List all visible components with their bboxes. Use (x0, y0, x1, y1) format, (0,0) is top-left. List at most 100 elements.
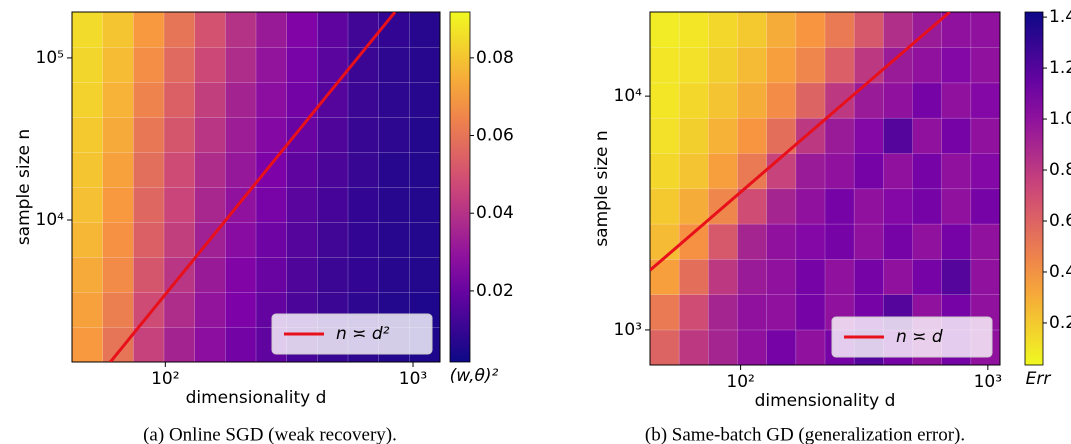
heatmap-cell (795, 258, 826, 296)
heatmap-cell (102, 326, 134, 363)
heatmap-cell (409, 46, 441, 83)
heatmap-cell (378, 221, 410, 258)
heatmap-cell (912, 117, 943, 154)
heatmap-cell (912, 258, 943, 296)
x-axis-label: dimensionality d (186, 388, 327, 408)
heatmap-cell (102, 151, 134, 188)
heatmap-cell (766, 294, 797, 331)
heatmap-cell (766, 188, 797, 225)
heatmap-cell (163, 116, 196, 153)
heatmap-cell (824, 188, 855, 225)
y-tick-label: 10⁵ (36, 48, 64, 68)
heatmap-cell (678, 188, 709, 225)
legend-label: n ≍ d² (336, 324, 390, 344)
heatmap-cell (102, 11, 134, 48)
heatmap-cell (883, 223, 914, 260)
heatmap-cell (347, 116, 380, 153)
heatmap-cell (708, 294, 739, 331)
plot-frame (71, 11, 441, 363)
colorbar-tick-label: 0.08 (476, 48, 514, 68)
heatmap-cell (708, 82, 739, 119)
heatmap-cell (133, 186, 165, 223)
heatmap-cell (708, 329, 739, 366)
heatmap-cell (853, 82, 884, 119)
x-tick-label: 10³ (399, 369, 427, 389)
heatmap-cell (970, 11, 1001, 48)
heatmap-cell (912, 82, 943, 119)
heatmap-cell (795, 329, 826, 366)
plot-frame (649, 11, 1001, 366)
heatmap-cell (163, 81, 196, 118)
heatmap-cell (133, 81, 165, 118)
heatmap-cell (286, 186, 318, 223)
heatmap-cell (941, 223, 972, 260)
heatmap-cell (649, 152, 680, 190)
heatmap-cell (102, 221, 134, 258)
heatmap-cell (133, 46, 165, 83)
heatmap-cell (970, 82, 1001, 119)
caption: (a) Online SGD (weak recovery). (143, 424, 397, 444)
heatmap-cell (286, 11, 318, 48)
colorbar-tick-label: 0.04 (476, 203, 514, 223)
heatmap-cell (678, 46, 709, 84)
heatmap-cell (225, 326, 257, 363)
heatmap-cell (133, 11, 165, 48)
heatmap-cell (970, 188, 1001, 225)
colorbar-tick-label: 0.02 (476, 281, 514, 301)
heatmap-cell (163, 46, 196, 83)
heatmap-cell (71, 326, 104, 363)
heatmap-cell (378, 46, 410, 83)
heatmap-cell (347, 81, 380, 118)
heatmap-cell (102, 256, 134, 293)
heatmap-cell (649, 329, 680, 366)
heatmap-cell (71, 46, 104, 83)
heatmap-cell (71, 151, 104, 188)
heatmap-cell (286, 256, 318, 293)
heatmap-cell (853, 46, 884, 84)
heatmap-cell (286, 151, 318, 188)
heatmap-cell (102, 291, 134, 328)
heatmap-cell (766, 258, 797, 296)
heatmap-cell (795, 152, 826, 190)
heatmap-cell (133, 221, 165, 258)
heatmap-cell (970, 258, 1001, 296)
heatmap-cell (678, 82, 709, 119)
heatmap-cell (163, 151, 196, 188)
heatmap-cell (225, 256, 257, 293)
heatmap-cell (737, 82, 768, 119)
heatmap-cell (708, 152, 739, 190)
heatmap-cell (649, 294, 680, 331)
colorbar-label: Err (1026, 369, 1052, 389)
heatmap-cell (378, 151, 410, 188)
heatmap-cell (286, 221, 318, 258)
heatmap-cell (378, 11, 410, 48)
heatmap-cell (71, 256, 104, 293)
heatmap-cell (970, 152, 1001, 190)
y-axis-label: sample size n (592, 130, 612, 246)
heatmap-cell (255, 151, 288, 188)
heatmap-cell (71, 11, 104, 48)
heatmap-cell (824, 117, 855, 154)
heatmap-cell (163, 11, 196, 48)
heatmap-cell (102, 46, 134, 83)
x-tick-label: 10² (151, 369, 179, 389)
heatmap-cell (225, 151, 257, 188)
heatmap-cell (853, 258, 884, 296)
heatmap-cell (649, 46, 680, 84)
heatmap-cell (737, 329, 768, 366)
legend-box (831, 316, 993, 358)
heatmap-cell (194, 116, 226, 153)
heatmap-cell (883, 117, 914, 154)
heatmap-cell (286, 116, 318, 153)
heatmap-cell (708, 258, 739, 296)
colorbar-tick-label: 1.2 (1049, 58, 1071, 78)
heatmap-cell (824, 258, 855, 296)
heatmap-cell (824, 82, 855, 119)
heatmap-cell (941, 11, 972, 48)
y-axis-label: sample size n (14, 129, 34, 245)
heatmap-cell (163, 186, 196, 223)
heatmap-cell (708, 46, 739, 84)
heatmap-cell (255, 221, 288, 258)
heatmap-cell (649, 82, 680, 119)
heatmap-cell (225, 46, 257, 83)
